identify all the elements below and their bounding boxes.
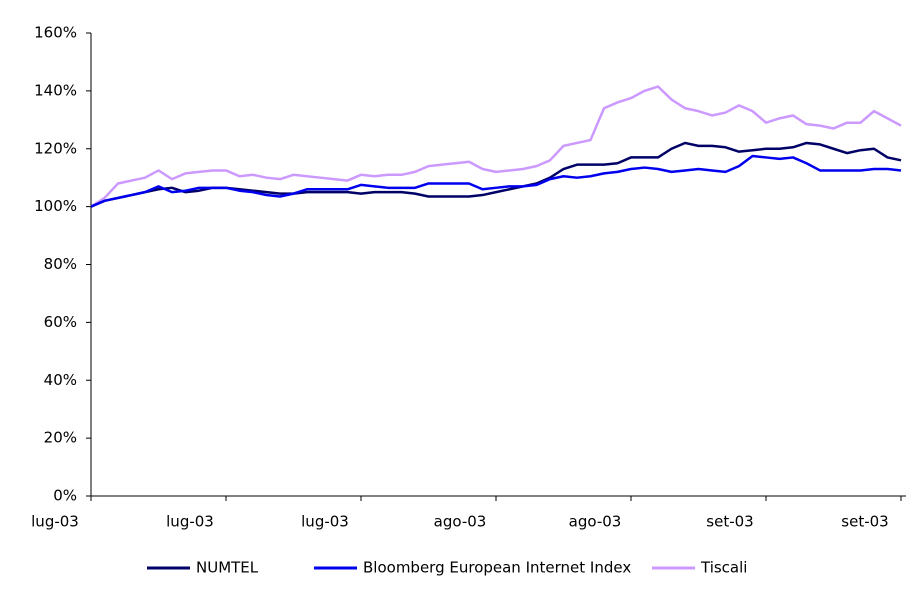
legend-label: Tiscali	[700, 559, 747, 577]
series-line	[90, 154, 902, 208]
x-tick-label: set-03	[841, 513, 888, 531]
x-tick-label: ago-03	[569, 513, 622, 531]
y-tick-label: 120%	[34, 139, 77, 157]
series-line	[90, 141, 902, 208]
y-tick-label: 160%	[34, 24, 77, 42]
y-tick-label: 60%	[44, 313, 77, 331]
y-tick-label: 80%	[44, 255, 77, 273]
series-line	[90, 85, 902, 208]
y-tick-label: 20%	[44, 429, 77, 447]
legend-label: Bloomberg European Internet Index	[363, 559, 631, 577]
x-tick-label: lug-03	[166, 513, 214, 531]
y-tick-label: 0%	[53, 487, 77, 505]
legend-label: NUMTEL	[196, 559, 259, 577]
y-tick-label: 100%	[34, 197, 77, 215]
x-tick-label: lug-03	[31, 513, 79, 531]
y-tick-label: 140%	[34, 81, 77, 99]
y-tick-label: 40%	[44, 371, 77, 389]
x-tick-label: lug-03	[301, 513, 349, 531]
x-tick-label: set-03	[706, 513, 753, 531]
x-tick-label: ago-03	[434, 513, 487, 531]
